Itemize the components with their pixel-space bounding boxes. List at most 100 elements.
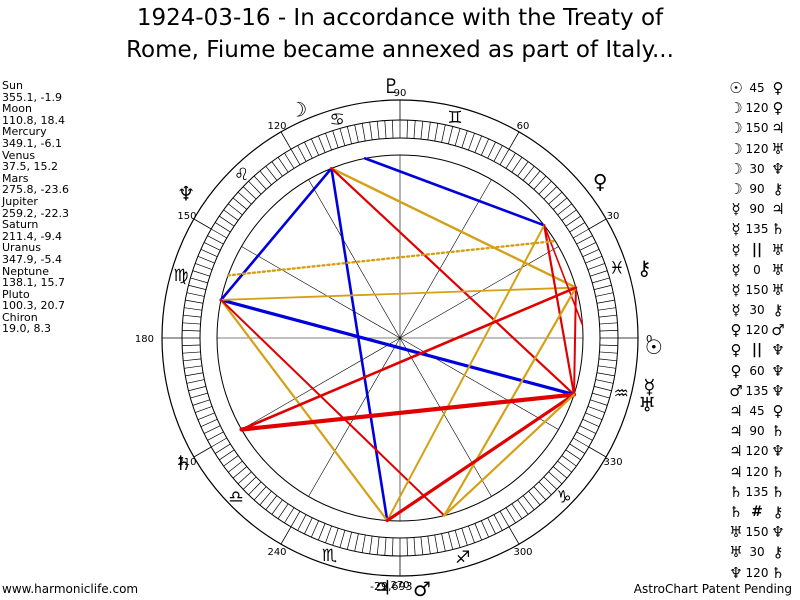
degree-tick	[183, 358, 202, 362]
degree-tick	[576, 235, 593, 245]
degree-tick	[242, 476, 257, 490]
degree-tick	[339, 530, 346, 548]
aspect-entry: ☽ 150 ♃	[727, 118, 799, 138]
degree-tick	[200, 419, 218, 427]
aspect-angle: 45	[749, 404, 765, 418]
degree-tick	[297, 514, 307, 531]
aspect-planet-b-icon: ♀	[772, 99, 784, 118]
aspect-entry: ♆ 120 ♄	[727, 563, 799, 583]
aspect-planet-b-icon: ♄	[771, 462, 785, 481]
degree-tick	[318, 523, 326, 541]
aspect-entry: ☽ 90 ⚷	[727, 179, 799, 199]
venus-icon: ♀	[593, 170, 608, 194]
degree-tick	[599, 322, 618, 325]
aspect-line	[220, 286, 577, 301]
degree-tick	[598, 358, 617, 362]
degree-label: 300	[513, 547, 532, 558]
degree-label: 270	[390, 580, 409, 591]
degree-tick	[493, 145, 503, 162]
wheel-structure: ♓ ♒ ♑ ♐ ♏ ♎ ♍ ♌ ♋ ♊	[161, 99, 639, 577]
degree-tick	[253, 486, 267, 501]
degree-tick	[487, 141, 496, 159]
title-line-2: Rome, Fiume became annexed as part of It…	[126, 37, 674, 63]
planet-coords: 138.1, 15.7	[2, 276, 65, 290]
aspect-line	[219, 298, 576, 397]
degree-tick	[599, 351, 618, 354]
degree-tick	[182, 344, 201, 346]
planet-coords: 19.0, 8.3	[2, 322, 51, 336]
degree-tick	[427, 122, 431, 140]
degree-tick	[182, 330, 201, 332]
degree-tick	[592, 277, 610, 284]
aspect-entry: ♀ 120 ♂	[727, 320, 799, 340]
aspect-entry: ♃ 45 ♀	[727, 401, 799, 421]
degree-tick	[318, 135, 326, 153]
degree-tick	[548, 191, 563, 205]
house-spoke	[399, 246, 559, 339]
aspect-angle: 120	[745, 464, 769, 479]
aspect-planet-a-icon: ☽	[729, 139, 743, 158]
degree-tick	[461, 528, 468, 546]
planet-name: Jupiter	[2, 194, 38, 208]
aspect-angle: 135	[745, 484, 769, 499]
aspect-planet-a-icon: ☽	[729, 99, 743, 118]
degree-tick	[505, 507, 516, 524]
degree-tick	[468, 133, 475, 151]
aspect-angle: #	[751, 503, 763, 520]
aspect-line	[363, 157, 546, 227]
degree-tick	[543, 186, 558, 200]
degree-label: 90	[394, 88, 407, 99]
degree-tick	[569, 443, 586, 454]
planet-coords: 211.4, -9.4	[2, 229, 62, 243]
planet-entry: Venus 37.5, 15.2	[2, 149, 92, 173]
degree-tick	[311, 520, 319, 538]
aspect-angle: 120	[745, 444, 769, 459]
degree-tick	[406, 120, 408, 139]
aspect-lines	[219, 157, 584, 523]
planet-entry: Moon 110.8, 18.4	[2, 103, 92, 126]
aspect-angle: 30	[749, 161, 765, 176]
degree-tick	[186, 379, 205, 384]
aspect-entry: ☿ 90 ♃	[727, 199, 799, 219]
degree-label: 180	[135, 334, 154, 345]
aspect-angle: 30	[749, 303, 765, 318]
degree-tick	[195, 406, 213, 413]
degree-tick	[552, 466, 568, 479]
degree-tick	[304, 517, 313, 535]
degree-tick	[587, 263, 605, 270]
degree-tick	[227, 460, 243, 473]
degree-tick	[565, 449, 581, 461]
degree-label: 120	[267, 121, 286, 132]
degree-tick	[186, 292, 205, 297]
aspect-angle: 120	[745, 323, 769, 338]
aspect-entry: ♂ 135 ♆	[727, 381, 799, 401]
degree-label: 60	[517, 121, 530, 132]
sign-divider	[280, 526, 292, 545]
aspect-line	[226, 239, 557, 277]
aspect-planet-b-icon: ♅	[771, 240, 785, 259]
aspect-angle: 120	[745, 565, 769, 580]
planet-name: Chiron	[2, 310, 38, 324]
degree-tick	[346, 126, 352, 145]
degree-tick	[259, 490, 272, 506]
aspect-angle: ||	[751, 241, 763, 258]
mars-icon: ♂	[413, 577, 431, 600]
degree-tick	[232, 466, 248, 479]
footer-website[interactable]: www.harmoniclife.com	[2, 582, 139, 596]
degree-tick	[427, 536, 431, 554]
degree-tick	[237, 191, 252, 205]
aspect-planet-b-icon: ⚷	[772, 179, 784, 198]
aspect-angle: 45	[749, 81, 765, 95]
aspect-angle: 90	[749, 424, 765, 439]
degree-tick	[582, 419, 600, 427]
degree-tick	[195, 263, 213, 270]
degree-tick	[561, 209, 577, 221]
degree-tick	[441, 533, 446, 552]
footer-patent-note: AstroChart Patent Pending	[633, 582, 792, 596]
degree-tick	[248, 180, 262, 195]
degree-tick	[511, 503, 523, 519]
aspect-angle: 60	[749, 363, 765, 378]
aspect-entry: ☿ || ♅	[727, 240, 799, 260]
aspect-planet-b-icon: ♄	[771, 220, 785, 239]
degree-tick	[354, 533, 359, 552]
